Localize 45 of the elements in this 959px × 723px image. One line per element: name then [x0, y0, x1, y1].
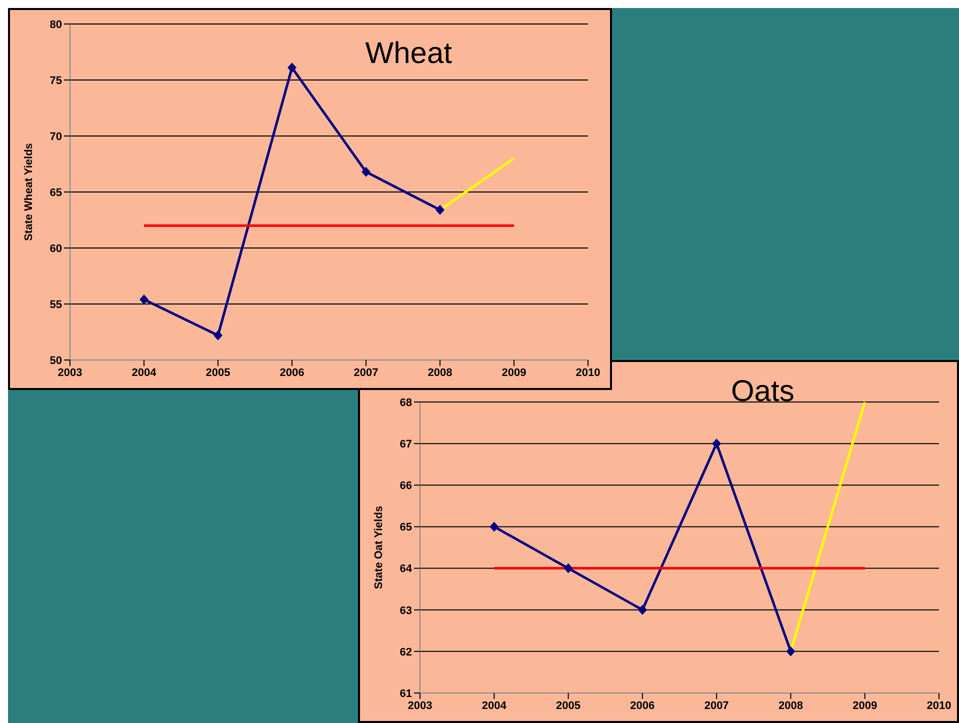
point	[712, 438, 722, 449]
point	[490, 522, 499, 532]
x-tick-label: 2005	[556, 700, 581, 712]
x-tick-label: 2008	[428, 366, 452, 379]
point	[288, 62, 296, 73]
x-tick-label: 2003	[58, 366, 82, 379]
x-tick-label: 2007	[704, 700, 729, 712]
y-tick-label: 65	[400, 522, 412, 534]
y-tick-label: 61	[400, 688, 412, 700]
x-tick-label: 2004	[482, 700, 508, 712]
y-tick-label: 67	[400, 438, 412, 450]
x-tick-label: 2007	[354, 366, 378, 379]
point	[786, 646, 796, 656]
y-axis-title: State Oat Yields	[372, 506, 385, 590]
y-tick-label: 80	[50, 18, 62, 31]
y-tick-label: 70	[50, 130, 62, 143]
y-tick-label: 68	[400, 396, 412, 409]
point	[362, 166, 370, 177]
x-tick-label: 2006	[630, 700, 655, 712]
chart-title: Oats	[730, 375, 794, 409]
y-tick-label: 64	[400, 563, 413, 576]
y-tick-label: 60	[50, 242, 62, 255]
y-tick-label: 75	[50, 74, 62, 87]
y-tick-label: 63	[400, 604, 412, 617]
x-tick-label: 2010	[576, 366, 600, 379]
point	[564, 563, 573, 574]
chart-title: Wheat	[365, 37, 452, 71]
x-tick-label: 2009	[502, 366, 526, 379]
x-tick-label: 2005	[206, 366, 230, 379]
y-tick-label: 55	[50, 298, 62, 311]
y-tick-label: 66	[400, 480, 412, 492]
y-axis-title: State Wheat Yields	[22, 143, 35, 241]
y-tick-label: 65	[50, 186, 62, 199]
y-tick-label: 50	[50, 354, 62, 367]
x-tick-label: 2009	[852, 700, 878, 712]
x-tick-label: 2003	[408, 700, 432, 712]
y-tick-label: 62	[400, 646, 412, 658]
point	[436, 204, 444, 215]
point	[214, 330, 222, 340]
point	[638, 604, 647, 615]
x-tick-label: 2006	[280, 366, 304, 379]
x-tick-label: 2010	[926, 700, 952, 712]
x-tick-label: 2004	[132, 366, 158, 379]
x-tick-label: 2008	[778, 700, 803, 712]
point	[140, 294, 148, 305]
